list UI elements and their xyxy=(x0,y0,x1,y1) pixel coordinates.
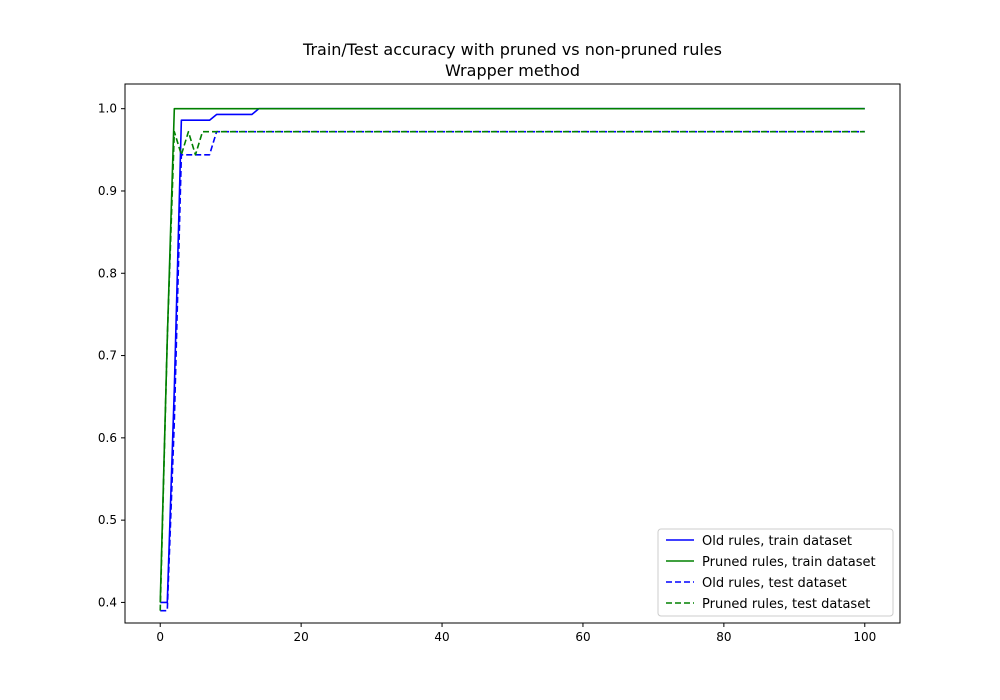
x-tick-label: 40 xyxy=(434,630,449,644)
series-line-3 xyxy=(160,130,865,612)
series-line-1 xyxy=(160,107,865,604)
legend-box xyxy=(657,528,894,617)
legend-label: Old rules, train dataset xyxy=(702,534,852,549)
plot-area-frame xyxy=(124,83,901,624)
x-tick-label: 100 xyxy=(853,630,876,644)
x-tick-label: 60 xyxy=(575,630,590,644)
plot-lines xyxy=(159,107,865,612)
x-tick-label: 20 xyxy=(293,630,308,644)
y-tick-label: 0.5 xyxy=(98,513,117,527)
legend-label: Pruned rules, test dataset xyxy=(702,597,870,612)
axis-ticks: 0 20 40 60 80 100 0.4 0.5 0.6 0.7 0.8 0.9 1.0 xyxy=(98,102,876,644)
legend-label: Pruned rules, train dataset xyxy=(702,555,876,570)
legend: Old rules, train dataset Pruned rules, tr… xyxy=(657,528,894,617)
chart-subtitle: Wrapper method xyxy=(445,61,580,80)
series-line-4 xyxy=(159,130,865,611)
y-tick-label: 0.7 xyxy=(98,349,117,363)
chart-title: Train/Test accuracy with pruned vs non-p… xyxy=(302,40,722,59)
y-tick-label: 0.6 xyxy=(98,431,117,445)
y-tick-label: 1.0 xyxy=(98,102,117,116)
y-tick-label: 0.9 xyxy=(98,184,117,198)
x-tick-label: 0 xyxy=(156,630,164,644)
y-tick-label: 0.8 xyxy=(98,266,117,280)
legend-label: Old rules, test dataset xyxy=(702,576,847,591)
y-tick-label: 0.4 xyxy=(98,595,117,609)
x-tick-label: 80 xyxy=(716,630,731,644)
series-line-2 xyxy=(159,107,865,603)
